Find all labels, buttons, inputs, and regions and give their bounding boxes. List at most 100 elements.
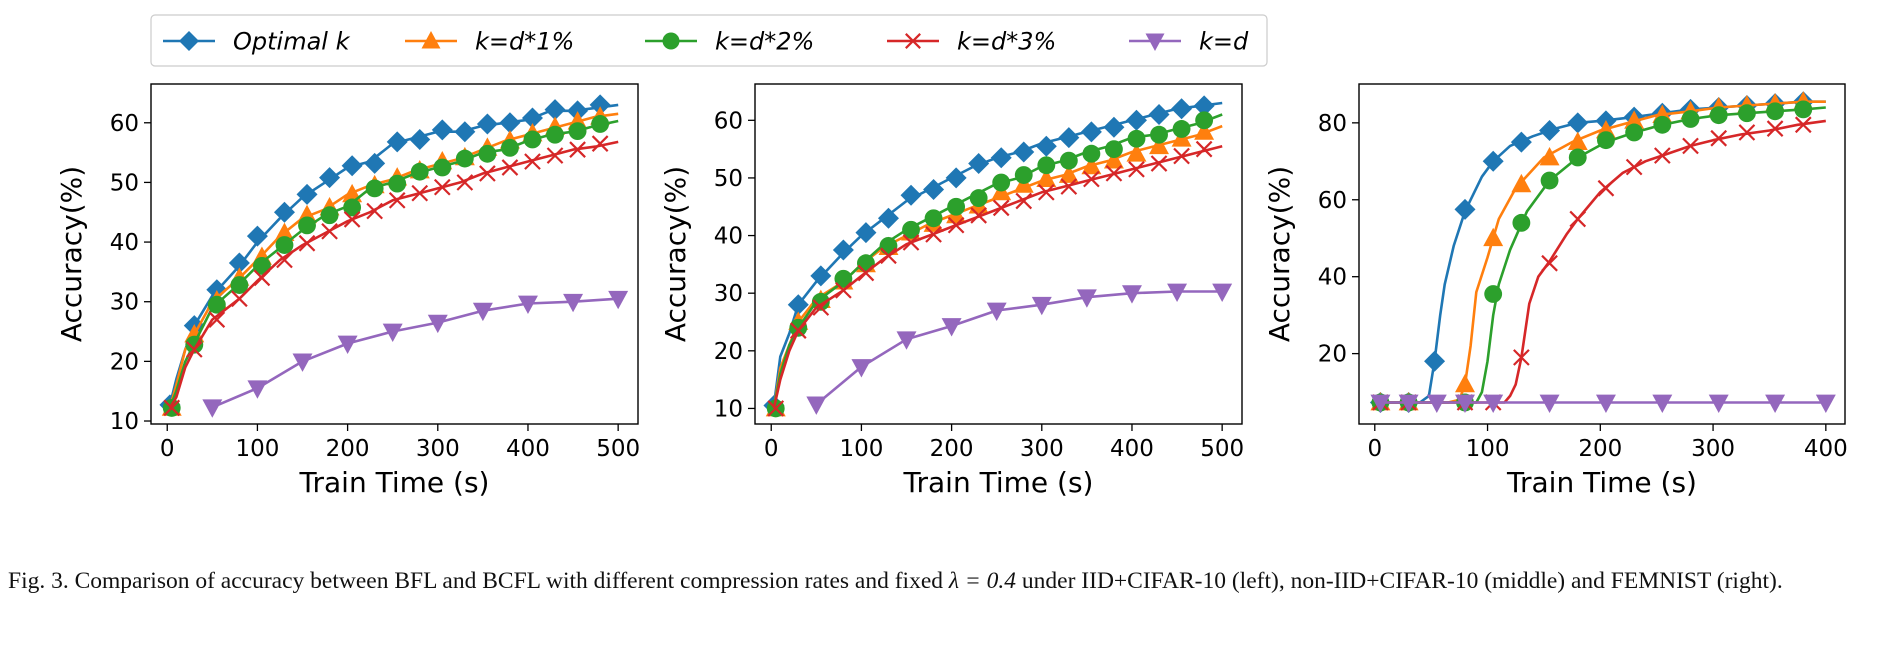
y-tick-label: 10	[110, 409, 139, 435]
x-tick-label: 400	[506, 436, 550, 462]
data-point	[835, 281, 852, 299]
data-point	[476, 113, 498, 135]
data-point	[925, 226, 942, 243]
data-point	[1172, 120, 1191, 138]
x-tick-label: 200	[326, 436, 370, 462]
data-point	[1035, 135, 1057, 157]
series-k-d-3	[163, 135, 619, 417]
series-k-d-1	[161, 106, 619, 416]
data-point	[1398, 394, 1419, 413]
data-point	[1013, 141, 1035, 163]
data-point	[1150, 155, 1168, 172]
series-k-d-2	[1371, 100, 1826, 412]
data-point	[501, 138, 519, 157]
data-point	[1105, 164, 1123, 182]
data-point	[1597, 131, 1615, 150]
plot-area-left	[159, 94, 629, 418]
data-point	[1080, 121, 1102, 143]
data-point	[298, 216, 316, 235]
data-point	[433, 178, 451, 196]
data-point	[499, 112, 521, 134]
data-point	[1058, 164, 1079, 183]
data-point	[409, 128, 431, 150]
data-point	[1424, 350, 1446, 372]
series-line	[211, 297, 619, 409]
data-point	[945, 167, 967, 189]
chart-panel-middle: 0 100 200 300 400 500 10 20 30 40 50 60 Train Time (…	[659, 83, 1244, 499]
data-point	[968, 153, 990, 175]
data-point	[298, 234, 316, 252]
data-point	[337, 335, 358, 354]
data-point	[1510, 131, 1532, 153]
data-point	[900, 184, 922, 206]
data-point	[1511, 173, 1532, 193]
legend-marker	[905, 33, 921, 49]
data-point	[1167, 283, 1188, 302]
data-point	[969, 189, 988, 208]
data-point	[208, 311, 226, 328]
series-k-d	[806, 283, 1233, 415]
x-tick-label: 300	[1691, 436, 1735, 462]
data-point	[1037, 184, 1055, 201]
data-point	[1710, 129, 1728, 147]
data-point	[341, 155, 363, 177]
x-tick-label: 0	[764, 436, 779, 462]
data-point	[273, 201, 295, 223]
data-point	[479, 165, 496, 182]
data-point	[1037, 156, 1056, 175]
data-point	[1681, 110, 1700, 128]
data-point	[857, 254, 875, 273]
data-point	[990, 147, 1012, 169]
data-point	[1512, 213, 1531, 232]
data-point	[834, 269, 853, 288]
data-point	[812, 299, 830, 316]
data-point	[986, 302, 1007, 321]
data-point	[1815, 394, 1836, 413]
data-point	[1083, 170, 1100, 188]
y-axis-label: Accuracy(%)	[1263, 166, 1296, 342]
data-point	[877, 207, 899, 229]
data-point	[1015, 192, 1033, 210]
data-point	[1150, 125, 1168, 144]
data-point	[1195, 111, 1214, 130]
chart-panel-left: 0 100 200 300 400 500 10 20 30 40 50 60 Train Time (…	[55, 83, 640, 499]
data-point	[1370, 394, 1391, 413]
data-point	[1105, 140, 1123, 159]
legend-marker	[1145, 33, 1165, 51]
data-point	[1127, 129, 1146, 148]
data-point	[1121, 285, 1142, 304]
data-point	[454, 121, 476, 143]
data-point	[1541, 254, 1558, 272]
data-point	[524, 153, 541, 170]
series-k-d-2	[162, 115, 619, 417]
data-point	[880, 247, 897, 265]
data-point	[1569, 210, 1587, 228]
data-point	[544, 99, 566, 121]
series-optimal-k	[763, 95, 1223, 417]
data-point	[456, 174, 474, 191]
data-point	[206, 279, 228, 301]
data-point	[1195, 140, 1213, 158]
data-point	[275, 236, 294, 254]
data-point	[789, 322, 807, 339]
data-point	[501, 159, 519, 176]
data-point	[1539, 120, 1561, 142]
data-point	[568, 122, 587, 141]
data-point	[1653, 147, 1671, 164]
data-point	[947, 197, 966, 216]
data-point	[851, 359, 872, 378]
data-point	[941, 318, 962, 337]
series-line	[1378, 119, 1826, 404]
data-point	[1036, 168, 1057, 187]
data-point	[1653, 115, 1672, 134]
data-point	[382, 323, 403, 343]
data-point	[970, 207, 987, 224]
y-tick-label: 40	[714, 224, 743, 250]
data-point	[1625, 158, 1643, 176]
legend-marker	[421, 31, 441, 49]
data-point	[253, 257, 271, 275]
data-point	[902, 234, 920, 251]
data-point	[1738, 124, 1756, 141]
data-point	[810, 265, 832, 287]
data-point	[1076, 289, 1097, 308]
